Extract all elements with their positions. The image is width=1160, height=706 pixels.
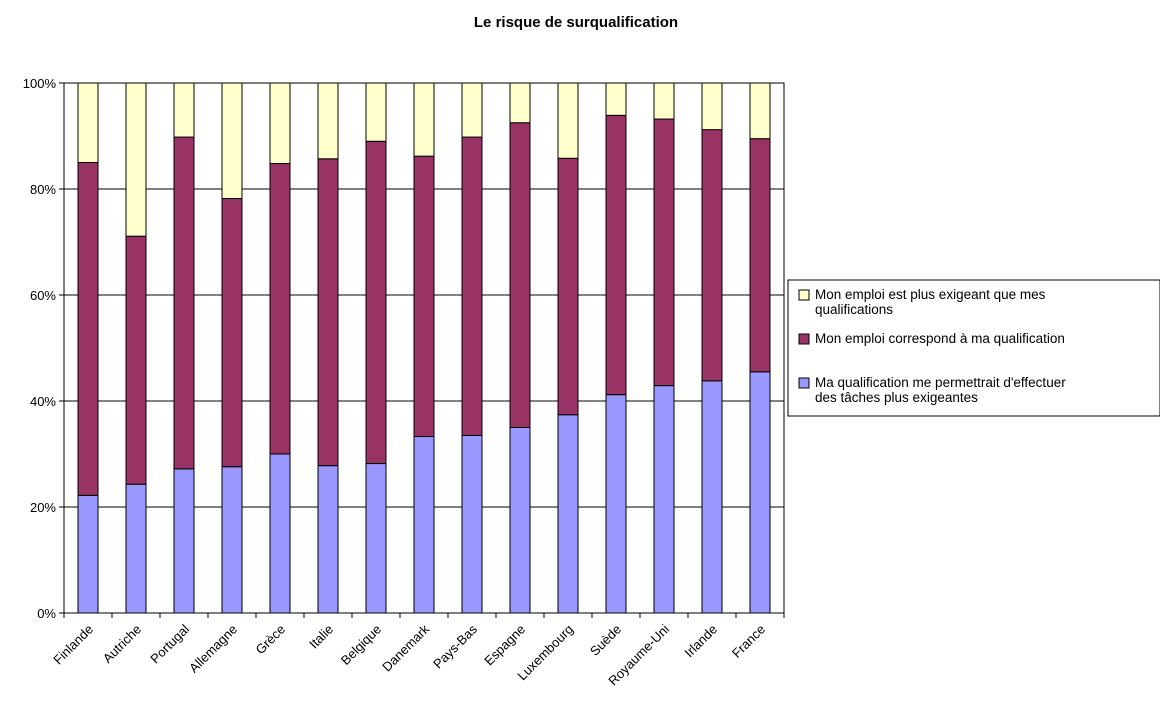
bar-segment-3: [221, 82, 243, 200]
bar-segment-3: [413, 82, 435, 157]
category-label: Finlande: [50, 622, 96, 668]
bar-segment-2: [509, 122, 531, 428]
legend-label: Ma qualification me permettrait d'effect…: [815, 375, 1066, 405]
bar-segment-1: [125, 483, 147, 614]
bar-segment-1: [701, 380, 723, 614]
bar-segment-2: [77, 162, 99, 496]
category-label: Pays-Bas: [430, 621, 480, 671]
bar-segment-1: [221, 466, 243, 614]
bar-segment-3: [365, 82, 387, 142]
y-tick-label: 100%: [23, 76, 57, 91]
bar-segment-1: [461, 434, 483, 614]
legend-label: Mon emploi correspond à ma qualification: [815, 331, 1065, 346]
legend-swatch: [798, 289, 810, 301]
category-label: Italie: [306, 622, 336, 652]
bar-segment-2: [413, 155, 435, 438]
legend-swatch: [798, 333, 810, 345]
bar-segment-2: [605, 114, 627, 396]
legend: Mon emploi est plus exigeant que mes qual…: [787, 279, 1160, 417]
bar-segment-3: [77, 82, 99, 163]
bar-segment-3: [605, 82, 627, 116]
category-label: France: [729, 622, 768, 661]
bar-segment-2: [461, 136, 483, 436]
bar-segment-2: [269, 163, 291, 455]
bar-segment-3: [701, 82, 723, 131]
bar-segment-3: [653, 82, 675, 120]
bar-segment-1: [269, 453, 291, 614]
bar-segment-1: [749, 371, 771, 614]
bar-segment-3: [125, 82, 147, 237]
chart-title: Le risque de surqualification: [474, 14, 678, 31]
category-label: Danemark: [379, 621, 432, 674]
bar-segment-2: [317, 158, 339, 467]
category-label: Allemagne: [186, 622, 240, 676]
bar-segment-1: [605, 394, 627, 614]
bar-segment-1: [557, 414, 579, 614]
bar-segment-3: [461, 82, 483, 138]
bar-segment-1: [317, 465, 339, 614]
bar-segment-3: [557, 82, 579, 159]
bar-segment-1: [653, 385, 675, 614]
bar-segment-2: [365, 140, 387, 465]
bar-segment-3: [173, 82, 195, 138]
legend-frame: [787, 279, 1160, 417]
bar-segment-2: [653, 118, 675, 387]
bar-segment-3: [509, 82, 531, 124]
y-tick-label: 80%: [30, 182, 56, 197]
y-tick-label: 60%: [30, 288, 56, 303]
bar-segment-2: [557, 157, 579, 416]
legend-label: Mon emploi est plus exigeant que mes qual…: [815, 287, 1046, 317]
bar-segment-1: [365, 463, 387, 614]
plot-area: 0% 20% 40% 60% 80% 100% Finlande Autriche Portug…: [23, 76, 785, 688]
bar-segment-2: [125, 235, 147, 485]
y-tick-label: 40%: [30, 394, 56, 409]
bar-segment-2: [749, 138, 771, 373]
bar-segment-1: [509, 427, 531, 614]
bar-segment-3: [269, 82, 291, 165]
bar-segment-3: [317, 82, 339, 160]
category-label: Grèce: [252, 622, 288, 658]
y-tick-label: 0%: [37, 606, 56, 621]
bar-segment-1: [173, 468, 195, 614]
bar-segment-3: [749, 82, 771, 140]
legend-swatch: [798, 377, 810, 389]
category-label: Espagne: [481, 622, 528, 669]
bar-segment-1: [77, 494, 99, 614]
bar-segment-2: [173, 136, 195, 470]
bar-segment-1: [413, 436, 435, 614]
bar-segment-2: [701, 129, 723, 382]
category-label: Belgique: [338, 622, 384, 668]
category-label: Suède: [587, 622, 624, 659]
bar-segment-2: [221, 198, 243, 468]
y-tick-label: 20%: [30, 500, 56, 515]
category-label: Portugal: [147, 621, 192, 666]
category-label: Irlande: [681, 622, 720, 661]
category-label: Autriche: [100, 622, 144, 666]
